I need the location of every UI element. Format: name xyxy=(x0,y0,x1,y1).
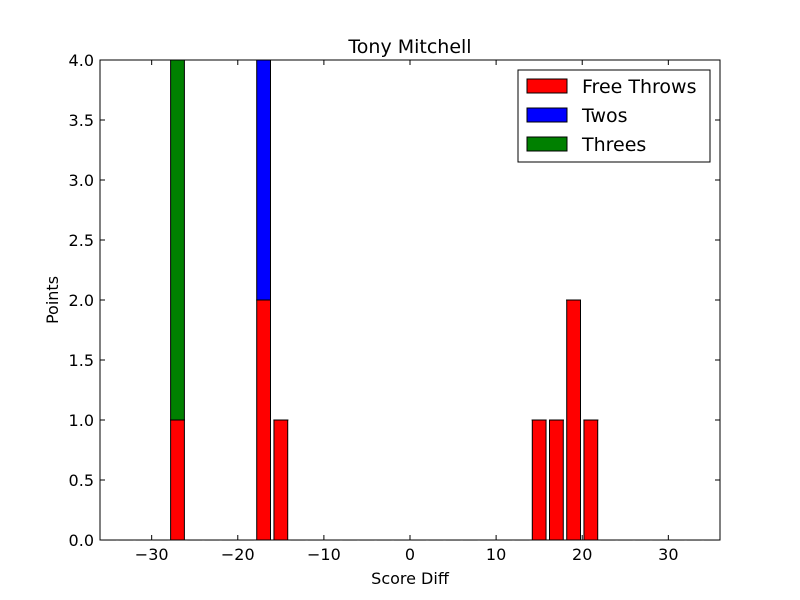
y-tick-label: 0.5 xyxy=(69,471,94,490)
legend-label-free-throws: Free Throws xyxy=(582,76,696,98)
legend-swatch-free-throws xyxy=(526,78,568,94)
y-tick-label: 4.0 xyxy=(69,51,94,70)
x-tick-label: −20 xyxy=(221,545,255,564)
x-tick-label: −10 xyxy=(307,545,341,564)
x-tick-label: 30 xyxy=(658,545,678,564)
x-tick-label: −30 xyxy=(135,545,169,564)
y-tick-label: 3.0 xyxy=(69,171,94,190)
y-axis: 0.0 0.5 1.0 1.5 2.0 2.5 3.0 3.5 4.0 xyxy=(69,51,720,550)
x-tick-label: 20 xyxy=(572,545,592,564)
bar-free-throws xyxy=(273,419,289,541)
y-tick-label: 2.0 xyxy=(69,291,94,310)
x-axis: −30 −20 −10 0 10 20 30 xyxy=(135,60,679,564)
y-axis-label: Points xyxy=(43,276,62,324)
bar-free-throws xyxy=(170,419,185,541)
bar-twos xyxy=(256,59,272,301)
x-tick-label: 0 xyxy=(405,545,415,564)
legend-label-twos: Twos xyxy=(581,105,628,127)
y-tick-label: 0.0 xyxy=(69,531,94,550)
y-tick-label: 3.5 xyxy=(69,111,94,130)
legend: Free Throws Twos Threes xyxy=(517,69,711,163)
y-tick-label: 1.0 xyxy=(69,411,94,430)
bar-free-throws xyxy=(256,299,272,541)
chart-title: Tony Mitchell xyxy=(347,36,471,58)
bar-free-throws xyxy=(583,419,599,541)
legend-swatch-twos xyxy=(526,107,568,123)
bar-free-throws xyxy=(566,299,582,541)
y-tick-label: 2.5 xyxy=(69,231,94,250)
bar-threes xyxy=(170,59,185,421)
bar-free-throws xyxy=(549,419,564,541)
x-axis-label: Score Diff xyxy=(371,569,450,588)
bar-free-throws xyxy=(531,419,547,541)
x-tick-label: 10 xyxy=(486,545,506,564)
legend-swatch-threes xyxy=(526,136,568,152)
legend-label-threes: Threes xyxy=(581,134,646,156)
y-tick-label: 1.5 xyxy=(69,351,94,370)
